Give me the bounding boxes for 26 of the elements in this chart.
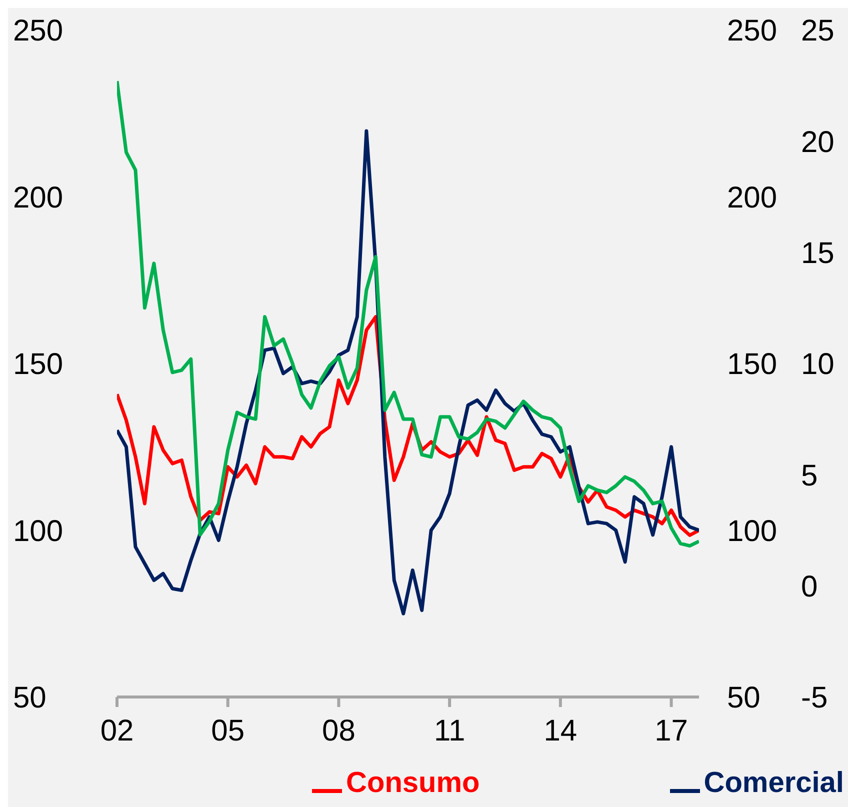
- y-tick-label: 200: [13, 181, 64, 214]
- y2-tick-label: 150: [727, 348, 778, 382]
- y2-tick-label: 250: [727, 14, 778, 48]
- y-tick-label: 50: [13, 682, 46, 715]
- y3-tick-label: 5: [801, 459, 818, 492]
- y-tick-label: 150: [13, 348, 64, 382]
- y3-tick-label: -5: [801, 682, 828, 715]
- y3-tick-label: 25: [801, 14, 834, 48]
- y3-tick-label: 0: [801, 570, 818, 604]
- y3-tick-label: 20: [801, 126, 834, 159]
- y3-tick-label: 15: [801, 236, 834, 270]
- x-tick-label: 14: [544, 714, 578, 748]
- x-tick-label: 11: [434, 714, 466, 748]
- x-tick-label: 05: [211, 714, 245, 748]
- legend-label: Consumo: [346, 767, 480, 800]
- legend-label: Comercial: [704, 767, 844, 800]
- x-tick-label: 02: [100, 714, 134, 748]
- y3-tick-label: 10: [801, 348, 834, 382]
- y2-tick-label: 100: [727, 514, 778, 548]
- y2-tick-label: 50: [727, 682, 760, 715]
- y2-tick-label: 200: [727, 181, 778, 214]
- x-tick-label: 17: [654, 714, 688, 748]
- y-tick-label: 250: [13, 14, 64, 48]
- x-tick-label: 08: [322, 714, 356, 748]
- line-series: [117, 79, 699, 548]
- y-tick-label: 100: [13, 514, 64, 548]
